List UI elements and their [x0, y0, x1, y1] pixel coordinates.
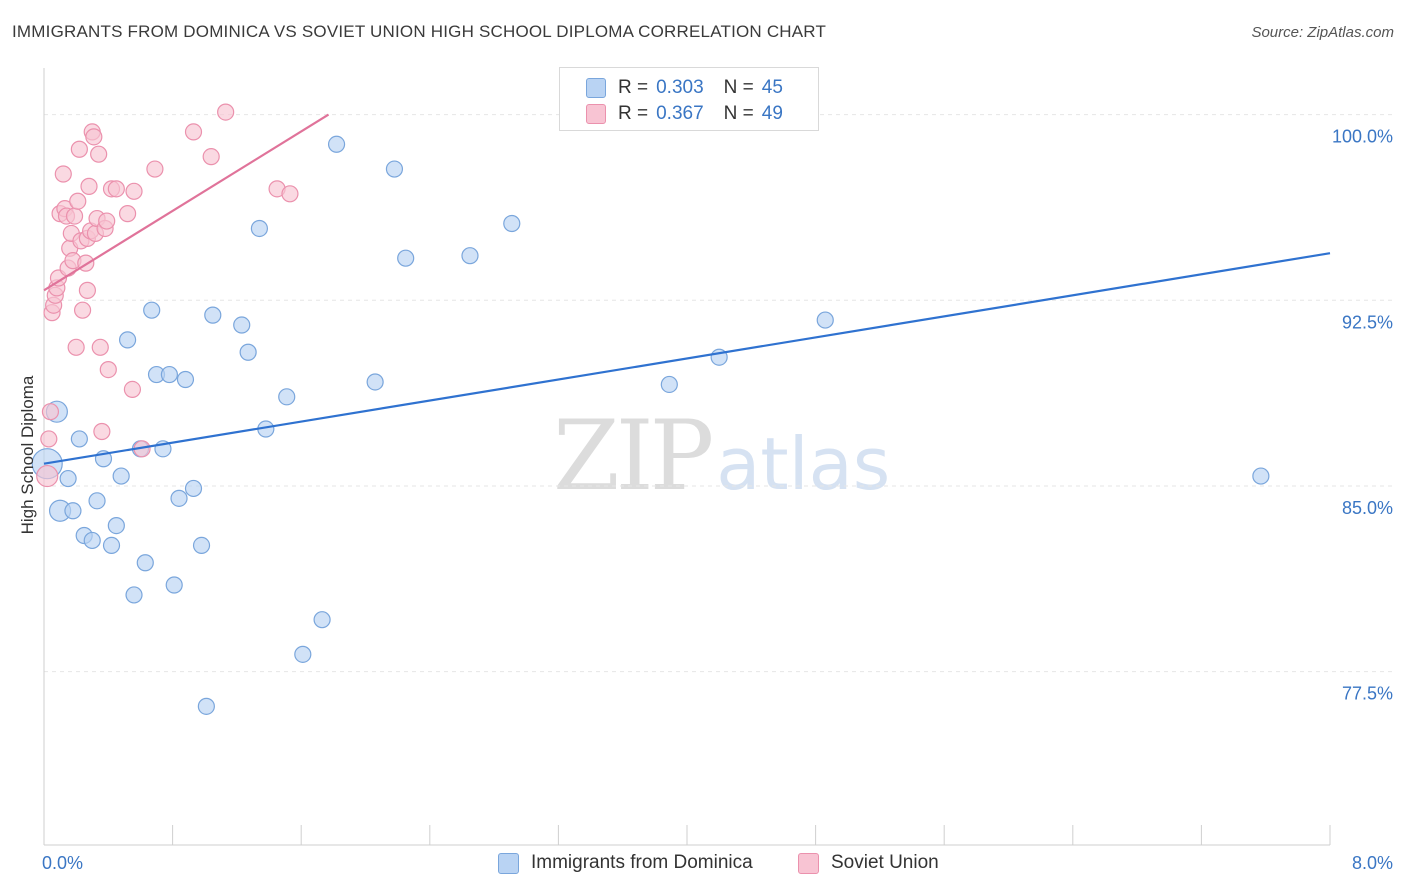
axes [43, 68, 1331, 846]
dominica-point [165, 576, 183, 594]
soviet-point [99, 361, 117, 379]
dominica-point [176, 370, 195, 389]
soviet-point [90, 145, 108, 163]
soviet-point [80, 177, 98, 195]
x-tick-label: 0.0% [42, 853, 83, 873]
legend-swatch-pink [798, 852, 819, 874]
chart-title: IMMIGRANTS FROM DOMINICA VS SOVIET UNION… [12, 22, 827, 41]
soviet-point [184, 123, 203, 141]
legend-r-value: 0.367 [656, 103, 704, 124]
dominica-point [239, 343, 257, 361]
legend-series-name: Immigrants from Dominica [531, 852, 753, 873]
soviet-point [123, 380, 142, 399]
soviet-point [65, 207, 84, 225]
trend-lines [43, 113, 1331, 465]
dominica-point [197, 697, 215, 715]
dominica-point [143, 301, 161, 319]
soviet-point [118, 205, 137, 223]
soviet-point [98, 212, 116, 230]
soviet-point [91, 338, 109, 356]
dominica-point [461, 247, 479, 265]
soviet-point [67, 338, 85, 356]
series-dominica-points [31, 135, 1270, 715]
dominica-point [83, 531, 101, 550]
dominica-point [503, 214, 521, 233]
dominica-point [250, 219, 269, 238]
soviet-point [85, 128, 103, 146]
soviet-trend-line [43, 113, 330, 292]
legend-n-value: 49 [761, 103, 783, 124]
dominica-point [385, 160, 404, 178]
dominica-point [170, 489, 188, 507]
soviet-point [54, 165, 72, 183]
y-tick-label: 85.0% [1342, 498, 1393, 518]
soviet-point [36, 464, 59, 488]
series-soviet-points [36, 103, 299, 488]
soviet-point [41, 403, 60, 421]
dominica-point [59, 469, 77, 488]
dominica-point [102, 536, 121, 554]
dominica-point [125, 586, 143, 604]
dominica-point [64, 502, 82, 520]
y-axis-label: High School Diploma [18, 375, 37, 535]
dominica-point [88, 492, 106, 510]
dominica-point [204, 306, 222, 324]
soviet-point [40, 430, 58, 448]
soviet-point [125, 182, 143, 200]
legend-row-dominica: R = 0.303 N = 45 [586, 76, 783, 100]
legend-series-name: Soviet Union [831, 852, 939, 873]
soviet-point [70, 140, 88, 158]
legend-n-label: N = [723, 77, 754, 98]
dominica-point [70, 430, 88, 448]
correlation-legend: R = 0.303 N = 45 R = 0.367 N = 49 [559, 67, 819, 131]
x-tick-label: 8.0% [1352, 853, 1393, 873]
dominica-point [118, 331, 137, 349]
dominica-point [366, 373, 384, 391]
dominica-point [184, 479, 203, 498]
soviet-point [146, 160, 164, 178]
soviet-point [202, 148, 220, 166]
soviet-point [73, 301, 92, 319]
dominica-point [294, 645, 312, 663]
dominica-point [192, 536, 211, 554]
soviet-point [281, 185, 299, 203]
dominica-point [660, 375, 678, 394]
dominica-point [278, 388, 296, 406]
dominica-point [313, 611, 331, 629]
y-tick-label: 92.5% [1342, 312, 1393, 332]
dominica-point [107, 516, 125, 535]
dominica-point [160, 365, 178, 384]
dominica-trend-line [43, 252, 1331, 465]
legend-n-value: 45 [761, 77, 783, 98]
legend-r-value: 0.303 [656, 77, 704, 98]
soviet-point [93, 422, 111, 441]
dominica-point [1252, 467, 1270, 485]
y-tick-label: 100.0% [1332, 127, 1393, 147]
grid-lines [44, 114, 1395, 673]
legend-item-dominica: Immigrants from Dominica [498, 852, 753, 874]
soviet-point [78, 281, 97, 299]
legend-n-label: N = [723, 103, 754, 124]
soviet-point [107, 180, 125, 198]
dominica-point [816, 311, 834, 329]
dominica-point [397, 249, 415, 267]
dominica-point [233, 316, 251, 334]
legend-swatch-pink [586, 104, 606, 124]
legend-row-soviet: R = 0.367 N = 49 [586, 102, 783, 126]
legend-swatch-blue [498, 852, 519, 874]
source-label: Source: ZipAtlas.com [1251, 24, 1394, 41]
dominica-point [112, 467, 130, 485]
soviet-point [217, 103, 235, 121]
legend-r-label: R = [618, 77, 649, 98]
tick-labels: 100.0% 92.5% 85.0% 77.5% 0.0% 8.0% [42, 127, 1393, 873]
series-legend: Immigrants from Dominica Soviet Union [0, 852, 1406, 878]
legend-item-soviet: Soviet Union [798, 852, 939, 874]
dominica-point [136, 554, 154, 572]
y-tick-label: 77.5% [1342, 684, 1393, 704]
soviet-point [69, 192, 87, 210]
legend-r-label: R = [618, 103, 649, 124]
legend-swatch-blue [586, 78, 606, 98]
dominica-point [327, 135, 346, 153]
